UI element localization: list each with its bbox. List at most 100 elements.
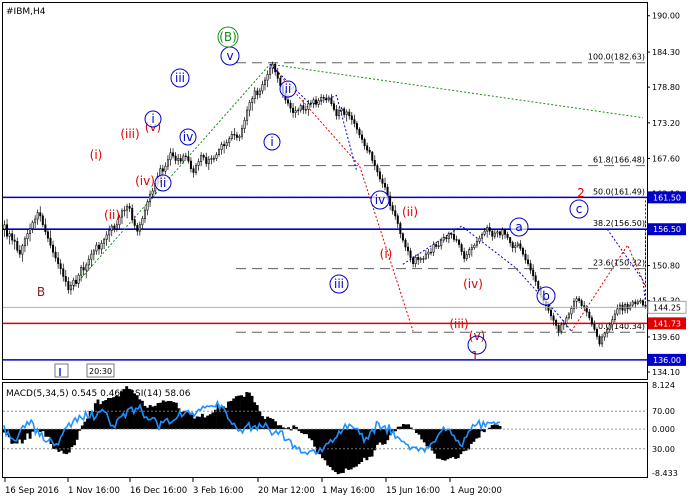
candle-body xyxy=(585,307,588,313)
macd-bar xyxy=(255,405,259,430)
macd-bar xyxy=(75,429,79,440)
candle-body xyxy=(575,298,578,302)
wave-label: iv xyxy=(375,193,385,207)
candle-body xyxy=(626,304,629,310)
macd-bar xyxy=(161,400,165,430)
candle-body xyxy=(251,98,254,103)
macd-bar xyxy=(302,429,306,435)
wave-label-circle xyxy=(179,128,197,146)
macd-bar xyxy=(362,429,366,458)
candle-body xyxy=(452,234,455,240)
macd-bar xyxy=(357,429,361,465)
candle-body xyxy=(493,232,496,237)
candle-body xyxy=(514,245,517,249)
candle-body xyxy=(238,135,241,138)
candle-body xyxy=(243,119,246,129)
macd-bar xyxy=(260,416,264,430)
macd-bar xyxy=(344,429,348,469)
candle-body xyxy=(608,324,611,330)
macd-bar xyxy=(174,402,178,430)
fib-label: 38.2(156.50) xyxy=(593,219,645,228)
level-price-box xyxy=(648,353,686,366)
macd-bar xyxy=(140,400,144,430)
candle-body xyxy=(417,256,420,261)
symbol-label: #IBM,H4 xyxy=(6,7,46,17)
wave-label: 2 xyxy=(577,186,585,200)
wave-label: iii xyxy=(175,71,185,85)
candle-body xyxy=(478,237,481,242)
candle-body xyxy=(166,159,169,167)
macd-bar xyxy=(73,429,76,446)
wave-label: B xyxy=(37,285,45,299)
candle-body xyxy=(105,234,108,240)
level-price-box xyxy=(648,191,686,204)
indicator-panel-frame xyxy=(2,382,648,478)
macd-bar xyxy=(59,429,63,451)
candle-body xyxy=(557,325,560,332)
candle-body xyxy=(13,239,16,242)
candle-body xyxy=(368,149,371,153)
macd-bar xyxy=(214,409,217,430)
macd-bar xyxy=(54,429,58,450)
fib-label: 0.0(140.34) xyxy=(598,322,645,331)
candle-body xyxy=(69,285,72,291)
candle-body xyxy=(115,224,118,229)
candle-body xyxy=(3,224,6,230)
candle-body xyxy=(179,158,182,162)
macd-bar xyxy=(46,429,50,437)
candle-body xyxy=(389,195,392,206)
candle-body xyxy=(516,243,519,247)
candle-body xyxy=(458,239,461,245)
macd-bar xyxy=(493,424,497,430)
candle-body xyxy=(85,264,88,271)
wave-label-circle xyxy=(217,26,239,48)
candle-body xyxy=(304,109,307,111)
macd-bar xyxy=(281,427,285,430)
wave-label-circle xyxy=(279,80,297,98)
candle-body xyxy=(429,251,432,254)
wave-label-circle xyxy=(509,217,529,237)
wave-label: i xyxy=(151,112,154,126)
candle-body xyxy=(519,243,522,249)
macd-bar xyxy=(67,429,71,453)
macd-bar xyxy=(347,429,351,470)
fib-label: 50.0(161.49) xyxy=(593,187,645,196)
wave-label: 1 xyxy=(471,349,479,363)
macd-bar xyxy=(381,429,384,445)
candle-body xyxy=(205,156,208,164)
macd-bar xyxy=(394,429,398,432)
macd-bar xyxy=(287,427,290,430)
candle-body xyxy=(338,110,341,117)
macd-bar xyxy=(464,429,468,451)
macd-bar xyxy=(425,429,429,447)
candle-body xyxy=(445,237,448,240)
macd-bar xyxy=(224,407,228,430)
candle-body xyxy=(266,74,269,81)
candle-body xyxy=(294,110,297,113)
toolbar-button-two[interactable] xyxy=(86,363,115,378)
indicator-tick-label: 8.124 xyxy=(652,381,675,390)
macd-bar xyxy=(448,429,452,459)
candle-body xyxy=(23,238,26,247)
candle-body xyxy=(488,227,491,232)
candle-body xyxy=(419,258,422,261)
candle-body xyxy=(233,133,236,136)
macd-bar xyxy=(232,398,236,430)
macd-bar xyxy=(148,405,152,430)
candle-body xyxy=(399,223,402,234)
macd-bar xyxy=(221,406,225,430)
candle-body xyxy=(123,209,126,212)
candle-body xyxy=(578,298,581,301)
candle-body xyxy=(39,212,42,217)
candle-body xyxy=(164,165,167,172)
candle-body xyxy=(11,233,14,241)
macd-bar xyxy=(65,429,69,455)
candle-body xyxy=(21,245,24,255)
toolbar-button-one[interactable] xyxy=(54,363,69,378)
candle-body xyxy=(498,231,501,236)
macd-bar xyxy=(112,397,116,430)
wave-label: i xyxy=(270,135,273,149)
macd-bar xyxy=(185,412,189,430)
candle-body xyxy=(355,123,358,130)
level-price-label: 156.50 xyxy=(653,225,681,234)
